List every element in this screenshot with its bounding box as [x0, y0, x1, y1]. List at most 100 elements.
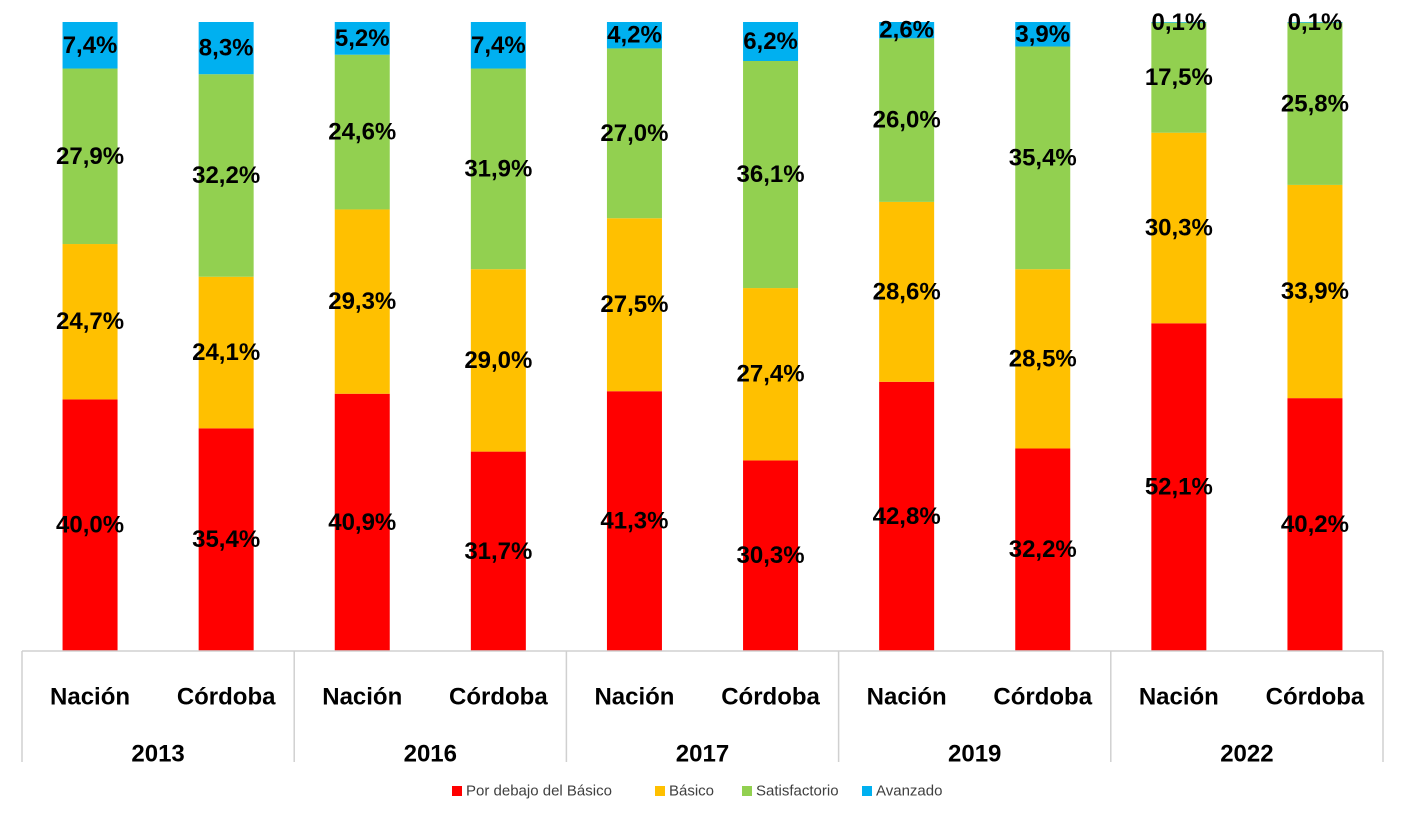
bar-segment [62, 22, 118, 69]
bar-segment [470, 22, 526, 69]
bar-segment [470, 269, 526, 452]
data-label: 35,4% [1009, 144, 1077, 171]
x-tick-label: Córdoba [177, 684, 276, 711]
bar-segment [1287, 22, 1343, 23]
data-label: 40,2% [1281, 511, 1349, 538]
bar-segment [1287, 22, 1343, 185]
bar-segment [198, 74, 254, 277]
data-label: 17,5% [1145, 64, 1213, 91]
bar-segment [606, 22, 662, 49]
bar-segment [470, 68, 526, 270]
data-label: 24,7% [56, 308, 124, 335]
legend-label: Básico [669, 783, 714, 800]
legend-label: Por debajo del Básico [466, 783, 612, 800]
x-tick-label: Nación [594, 684, 674, 711]
bar-segment [879, 22, 935, 39]
data-label: 32,2% [192, 162, 260, 189]
bar-segment [62, 244, 118, 400]
data-label: 30,3% [737, 542, 805, 569]
data-label: 35,4% [192, 526, 260, 553]
data-label: 0,1% [1288, 9, 1343, 36]
bar-segment [62, 68, 118, 245]
bar-segment [1015, 46, 1071, 270]
data-label: 24,1% [192, 339, 260, 366]
legend-swatch [452, 786, 462, 796]
data-label: 8,3% [199, 35, 254, 62]
bar-segment [1287, 184, 1343, 399]
x-tick-label: Córdoba [1266, 684, 1365, 711]
data-label: 42,8% [873, 503, 941, 530]
data-label: 7,4% [63, 32, 118, 59]
x-tick-label: Nación [322, 684, 402, 711]
bar-segment [334, 54, 390, 210]
x-tick-label: Córdoba [721, 684, 820, 711]
x-tick-label: Nación [50, 684, 130, 711]
data-label: 40,9% [328, 509, 396, 536]
data-label: 41,3% [600, 508, 668, 535]
legend-label: Satisfactorio [756, 783, 839, 800]
data-label: 5,2% [335, 25, 390, 52]
bar-segment [1015, 269, 1071, 449]
group-label: 2017 [676, 741, 729, 768]
bar-segment [1287, 398, 1343, 651]
data-label: 40,0% [56, 512, 124, 539]
data-label: 27,9% [56, 143, 124, 170]
data-label: 25,8% [1281, 90, 1349, 117]
data-label: 27,5% [600, 291, 668, 318]
data-label: 28,5% [1009, 345, 1077, 372]
bar-segment [198, 276, 254, 429]
bar-segment [1151, 132, 1207, 324]
bar-segment [1015, 22, 1071, 47]
group-label: 2016 [404, 741, 457, 768]
x-tick-label: Nación [867, 684, 947, 711]
group-label: 2019 [948, 741, 1001, 768]
bar-segment [743, 60, 799, 289]
legend-swatch [862, 786, 872, 796]
bar-segment [879, 381, 935, 651]
data-label: 33,9% [1281, 278, 1349, 305]
bar-segment [198, 22, 254, 75]
bar-segment [743, 460, 799, 651]
data-label: 31,7% [464, 538, 532, 565]
bar-segment [743, 22, 799, 61]
bar-segment [470, 451, 526, 651]
bar-segment [334, 209, 390, 394]
data-label: 36,1% [737, 161, 805, 188]
bar-segment [334, 393, 390, 651]
x-tick-label: Córdoba [993, 684, 1092, 711]
bar-segment [606, 391, 662, 651]
data-label: 52,1% [1145, 474, 1213, 501]
data-label: 26,0% [873, 107, 941, 134]
data-label: 6,2% [743, 28, 798, 55]
data-label: 29,3% [328, 288, 396, 315]
data-label: 27,4% [737, 361, 805, 388]
legend-label: Avanzado [876, 783, 942, 800]
data-label: 3,9% [1015, 21, 1070, 48]
group-label: 2013 [131, 741, 184, 768]
data-label: 2,6% [879, 17, 934, 44]
data-label: 32,2% [1009, 536, 1077, 563]
data-label: 30,3% [1145, 214, 1213, 241]
data-label: 4,2% [607, 22, 662, 49]
legend-swatch [655, 786, 665, 796]
data-label: 31,9% [464, 155, 532, 182]
data-label: 0,1% [1151, 9, 1206, 36]
bar-segment [879, 38, 935, 202]
bar-segment [1151, 22, 1207, 133]
bar-segment [606, 48, 662, 219]
data-label: 7,4% [471, 32, 526, 59]
legend-swatch [742, 786, 752, 796]
bar-segment [1015, 448, 1071, 651]
data-label: 27,0% [600, 120, 668, 147]
bar-segment [1151, 22, 1207, 23]
data-label: 28,6% [873, 278, 941, 305]
bar-segment [334, 22, 390, 55]
x-tick-label: Córdoba [449, 684, 548, 711]
data-label: 29,0% [464, 347, 532, 374]
bar-segment [198, 428, 254, 651]
x-tick-label: Nación [1139, 684, 1219, 711]
data-label: 24,6% [328, 119, 396, 146]
bar-segment [1151, 323, 1207, 651]
